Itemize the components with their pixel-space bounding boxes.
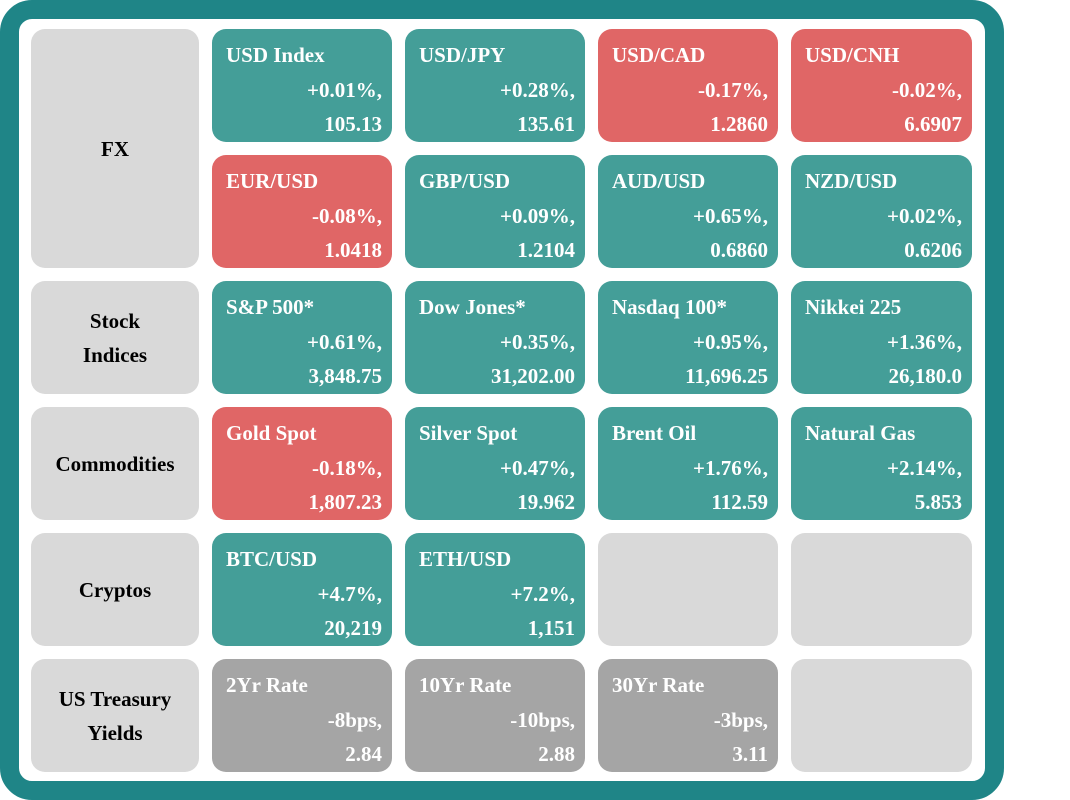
tile-value: 105.13 [324,112,382,136]
tile-name: ETH/USD [419,547,512,571]
tile-empty [598,533,778,646]
tile-value: 19.962 [517,490,575,514]
tile-change: +4.7%, [317,582,382,606]
tile-value: 11,696.25 [685,364,768,388]
tile-name: Natural Gas [805,421,916,445]
tile-name: S&P 500* [226,295,315,319]
tile-change: +7.2%, [510,582,575,606]
tile-change: +0.95%, [693,330,768,354]
tile-value: 135.61 [517,112,575,136]
tile-value: 1,151 [527,616,575,640]
tile-value: 3.11 [732,742,768,766]
tile-value: 20,219 [324,616,382,640]
tile-change: +0.02%, [887,204,962,228]
tile-dow-jones: Dow Jones* +0.35%, 31,202.00 [405,281,585,394]
tile-name: 10Yr Rate [419,673,512,697]
tile-change: +0.28%, [500,78,575,102]
tile-value: 0.6860 [710,238,768,262]
tile-name: Silver Spot [419,421,518,445]
tile-value: 3,848.75 [308,364,383,388]
tile-value: 1.2860 [710,112,768,136]
tile-change: -3bps, [713,708,768,732]
tile-value: 2.88 [538,742,575,766]
tile-name: Nikkei 225 [805,295,902,319]
tile-name: USD/CAD [612,43,706,67]
tile-30yr-rate: 30Yr Rate -3bps, 3.11 [598,659,778,772]
tile-name: USD/JPY [419,43,506,67]
tile-name: Brent Oil [612,421,697,445]
row-label-text: Stock [89,308,141,333]
tile-change: +1.36%, [887,330,962,354]
tile-change: +0.61%, [307,330,382,354]
tile-name: NZD/USD [805,169,898,193]
tile-name: Gold Spot [226,421,317,445]
row-label-text: US Treasury [58,686,172,711]
tile-name: 30Yr Rate [612,673,705,697]
tile-name: Nasdaq 100* [612,295,727,319]
tile-eur-usd: EUR/USD -0.08%, 1.0418 [212,155,392,268]
tile-value: 1,807.23 [308,490,383,514]
tile-sp500: S&P 500* +0.61%, 3,848.75 [212,281,392,394]
tile-value: 6.6907 [904,112,962,136]
tile-change: -0.18%, [312,456,382,480]
tile-name: USD Index [226,43,325,67]
tile-change: +2.14%, [887,456,962,480]
tile-value: 5.853 [914,490,962,514]
row-label-text: Indices [82,342,148,367]
tile-change: -0.02%, [892,78,962,102]
tile-name: Dow Jones* [419,295,526,319]
tile-btc-usd: BTC/USD +4.7%, 20,219 [212,533,392,646]
row-label-fx: FX [31,29,199,268]
tile-gold-spot: Gold Spot -0.18%, 1,807.23 [212,407,392,520]
tile-value: 26,180.0 [888,364,963,388]
tile-change: +0.47%, [500,456,575,480]
tile-change: +0.65%, [693,204,768,228]
tile-change: +1.76%, [693,456,768,480]
tile-usd-cad: USD/CAD -0.17%, 1.2860 [598,29,778,142]
tile-value: 112.59 [711,490,768,514]
tile-name: BTC/USD [226,547,318,571]
row-label-us-treasury-yields: US Treasury Yields [31,659,199,772]
tile-nasdaq-100: Nasdaq 100* +0.95%, 11,696.25 [598,281,778,394]
tile-value: 0.6206 [904,238,962,262]
tile-value: 1.0418 [324,238,382,262]
tile-empty [791,659,972,772]
tile-usd-jpy: USD/JPY +0.28%, 135.61 [405,29,585,142]
row-label-cryptos: Cryptos [31,533,199,646]
tile-aud-usd: AUD/USD +0.65%, 0.6860 [598,155,778,268]
tile-usd-cnh: USD/CNH -0.02%, 6.6907 [791,29,972,142]
tile-gbp-usd: GBP/USD +0.09%, 1.2104 [405,155,585,268]
tile-name: GBP/USD [419,169,511,193]
tile-change: +0.09%, [500,204,575,228]
tile-value: 31,202.00 [491,364,575,388]
tile-empty [791,533,972,646]
tile-name: AUD/USD [612,169,706,193]
tile-change: -8bps, [327,708,382,732]
tile-10yr-rate: 10Yr Rate -10bps, 2.88 [405,659,585,772]
tile-change: +0.35%, [500,330,575,354]
row-label-text: Yields [87,720,143,745]
tile-name: 2Yr Rate [226,673,308,697]
tile-value: 1.2104 [517,238,575,262]
row-label-commodities: Commodities [31,407,199,520]
tile-name: USD/CNH [805,43,900,67]
tile-change: -10bps, [510,708,575,732]
tile-nikkei-225: Nikkei 225 +1.36%, 26,180.0 [791,281,972,394]
row-label-text: FX [101,136,129,161]
tile-change: +0.01%, [307,78,382,102]
tile-change: -0.08%, [312,204,382,228]
tile-silver-spot: Silver Spot +0.47%, 19.962 [405,407,585,520]
tile-natural-gas: Natural Gas +2.14%, 5.853 [791,407,972,520]
tile-eth-usd: ETH/USD +7.2%, 1,151 [405,533,585,646]
row-label-text: Cryptos [78,577,152,602]
tile-nzd-usd: NZD/USD +0.02%, 0.6206 [791,155,972,268]
tile-value: 2.84 [345,742,382,766]
tile-change: -0.17%, [698,78,768,102]
tile-brent-oil: Brent Oil +1.76%, 112.59 [598,407,778,520]
tile-usd-index: USD Index +0.01%, 105.13 [212,29,392,142]
row-label-stock-indices: Stock Indices [31,281,199,394]
tile-2yr-rate: 2Yr Rate -8bps, 2.84 [212,659,392,772]
tile-name: EUR/USD [226,169,319,193]
row-label-text: Commodities [55,451,175,476]
